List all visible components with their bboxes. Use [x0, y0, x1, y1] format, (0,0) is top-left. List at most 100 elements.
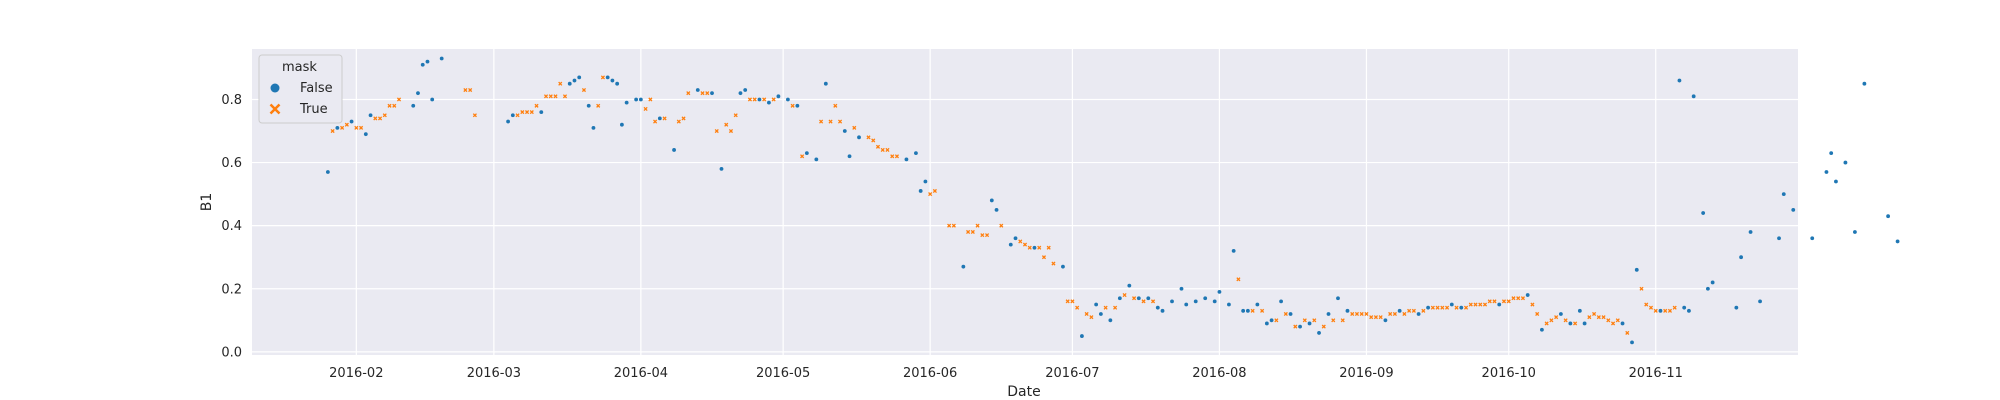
data-point — [1449, 302, 1454, 307]
data-point — [923, 179, 928, 184]
data-point — [823, 81, 828, 86]
data-point — [1677, 78, 1682, 83]
data-point — [814, 157, 819, 162]
data-point — [662, 116, 667, 121]
data-point — [1582, 321, 1587, 326]
data-point — [368, 113, 373, 118]
y-tick-label: 0.0 — [221, 345, 242, 360]
data-point — [1691, 94, 1696, 99]
data-point — [1193, 299, 1198, 304]
data-point — [994, 207, 999, 212]
data-point — [837, 119, 843, 124]
data-point — [1383, 318, 1388, 323]
data-point — [1212, 299, 1217, 304]
data-point — [828, 119, 833, 124]
data-point — [1634, 267, 1639, 272]
data-point — [539, 110, 544, 114]
data-point — [648, 97, 653, 102]
data-point — [1317, 331, 1321, 335]
data-point — [1279, 299, 1283, 304]
data-point — [463, 87, 468, 93]
data-point — [1065, 299, 1070, 304]
data-point — [1122, 293, 1127, 298]
data-point — [1644, 302, 1649, 307]
data-point — [567, 81, 572, 86]
data-point — [1075, 305, 1080, 310]
data-point — [1027, 245, 1032, 250]
data-point — [705, 91, 710, 96]
data-point — [1236, 277, 1241, 282]
legend-title: mask — [282, 60, 317, 75]
data-point — [672, 148, 676, 152]
data-point — [951, 223, 956, 228]
data-point — [980, 233, 985, 238]
data-point — [1402, 311, 1407, 317]
data-point — [1061, 264, 1065, 269]
data-point — [932, 188, 937, 194]
data-point — [653, 119, 658, 124]
data-point — [833, 103, 838, 108]
data-point — [676, 119, 681, 124]
data-point — [857, 135, 861, 140]
data-point — [819, 119, 824, 124]
y-tick-labels: 0.0 0.2 0.4 0.6 0.8 — [221, 93, 242, 360]
data-point — [1639, 286, 1644, 291]
data-point — [430, 97, 435, 102]
y-tick-label: 0.8 — [221, 93, 242, 108]
x-tick-label: 2016-11 — [1629, 366, 1683, 381]
data-point — [420, 62, 425, 67]
data-point — [1672, 305, 1677, 310]
data-point — [1853, 230, 1857, 234]
data-point — [624, 100, 629, 105]
data-point — [1051, 261, 1056, 266]
data-point — [1630, 340, 1634, 345]
data-point — [1682, 305, 1687, 310]
data-point — [1492, 299, 1497, 304]
y-tick-label: 0.6 — [221, 156, 242, 171]
data-point — [686, 91, 691, 96]
data-point — [382, 113, 387, 118]
data-point — [1478, 302, 1483, 307]
data-point — [747, 97, 753, 102]
data-point — [1336, 296, 1340, 301]
data-point — [1245, 308, 1250, 313]
x-tick-labels: 2016-02 2016-03 2016-04 2016-05 2016-06 2016-… — [329, 366, 1683, 381]
data-point — [875, 144, 881, 149]
data-point — [1430, 305, 1435, 310]
data-point — [733, 113, 738, 118]
data-point — [1108, 318, 1113, 323]
data-point — [904, 157, 909, 162]
data-point — [1862, 81, 1867, 86]
data-point — [1331, 318, 1336, 323]
data-point — [586, 103, 591, 108]
data-point — [615, 81, 620, 86]
data-point — [529, 110, 534, 115]
data-point — [1525, 293, 1530, 297]
data-point — [767, 100, 771, 105]
data-point — [1350, 311, 1355, 317]
data-point — [842, 129, 847, 133]
data-point — [1573, 321, 1578, 326]
data-point — [1274, 318, 1279, 323]
data-point — [719, 166, 724, 171]
data-point — [354, 125, 359, 130]
data-point — [325, 170, 330, 174]
data-point — [852, 125, 857, 130]
data-point — [1777, 236, 1781, 241]
data-point — [700, 91, 705, 96]
data-point — [1501, 299, 1507, 304]
data-point — [1160, 308, 1165, 313]
data-point — [1610, 321, 1616, 326]
data-point — [1170, 299, 1174, 304]
data-point — [1141, 299, 1146, 304]
data-point — [1535, 311, 1540, 317]
data-point — [1473, 302, 1478, 307]
data-point — [363, 132, 368, 137]
data-point — [638, 97, 643, 102]
data-point — [553, 94, 558, 99]
data-point — [591, 125, 596, 130]
data-point — [1411, 308, 1416, 313]
data-point — [894, 154, 900, 159]
data-point — [396, 97, 402, 102]
